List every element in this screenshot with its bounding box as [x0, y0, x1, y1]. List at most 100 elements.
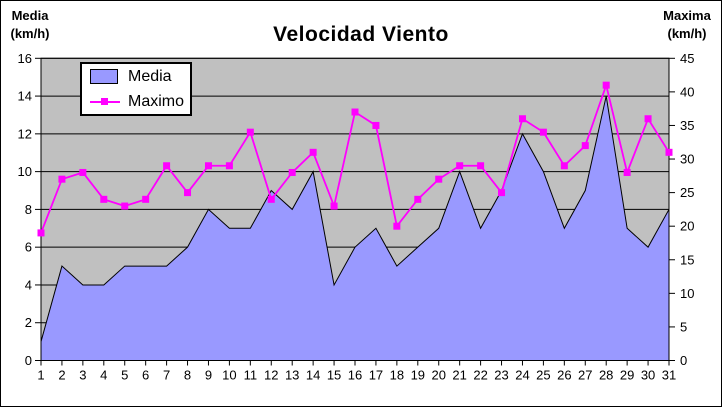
left-axis-tick-label: 16: [18, 51, 32, 66]
right-axis-tick-label: 45: [680, 51, 694, 66]
left-axis: 0 2 4 6 8 10 12 14 16: [18, 51, 41, 368]
maximo-marker: [100, 195, 108, 203]
media-area-swatch-icon: [90, 69, 128, 84]
legend-item-maximo: Maximo: [90, 92, 190, 112]
legend-label-maximo: Maximo: [128, 92, 185, 110]
left-axis-tick-label: 0: [25, 353, 32, 368]
x-axis-tick-label: 1: [37, 368, 44, 383]
maximo-marker: [644, 115, 652, 123]
maximo-marker: [163, 162, 171, 170]
left-axis-tick-label: 6: [25, 240, 32, 255]
x-axis-tick-label: 22: [473, 368, 487, 383]
x-axis-tick-label: 11: [244, 368, 258, 383]
maximo-marker: [246, 128, 254, 136]
maximo-marker: [79, 168, 87, 176]
right-axis-tick-label: 10: [680, 286, 694, 301]
maximo-marker: [225, 162, 233, 170]
x-axis-tick-label: 3: [79, 368, 86, 383]
right-axis-tick-label: 40: [680, 84, 694, 99]
x-axis-tick-label: 5: [121, 368, 128, 383]
x-axis-tick-label: 30: [641, 368, 655, 383]
x-axis-tick-label: 16: [348, 368, 362, 383]
left-axis-tick-label: 8: [25, 202, 32, 217]
x-axis-tick-label: 13: [285, 368, 299, 383]
x-axis-tick-label: 21: [452, 368, 466, 383]
x-axis-tick-label: 17: [369, 368, 383, 383]
left-axis-tick-label: 10: [18, 164, 32, 179]
media-area-series: [40, 95, 670, 361]
maximo-marker: [539, 128, 547, 136]
right-axis-title-line1: Maxima: [663, 8, 711, 23]
right-axis-tick-label: 20: [680, 219, 694, 234]
maximo-marker: [58, 175, 66, 183]
left-axis-tick-label: 2: [25, 315, 32, 330]
maximo-marker: [602, 81, 610, 89]
x-axis-tick-label: 29: [620, 368, 634, 383]
x-axis-tick-label: 10: [222, 368, 236, 383]
left-axis-title: Media (km/h): [4, 7, 56, 42]
right-axis: 0 5 10 15 20 25 30 35 40 45: [669, 51, 694, 368]
left-axis-tick-label: 14: [18, 89, 32, 104]
maximo-marker: [121, 202, 129, 210]
maximo-marker: [204, 162, 212, 170]
x-axis-tick-label: 15: [327, 368, 341, 383]
maximo-marker: [435, 175, 443, 183]
x-axis: 1 2 3 4 5 6 7 8 9 10 11 12 13 14 15 16 17 18 19 20 21 22 23 24 2…: [37, 360, 676, 383]
right-axis-tick-label: 0: [680, 353, 687, 368]
maximo-marker: [142, 195, 150, 203]
maximo-marker: [184, 189, 192, 197]
maximo-marker: [267, 195, 275, 203]
maximo-marker: [309, 148, 317, 156]
legend-label-media: Media: [128, 67, 172, 85]
right-axis-tick-label: 30: [680, 152, 694, 167]
x-axis-tick-label: 27: [578, 368, 592, 383]
chart-title: Velocidad Viento: [273, 23, 449, 46]
maximo-marker: [498, 189, 506, 197]
x-axis-tick-label: 8: [184, 368, 191, 383]
maximo-marker: [623, 168, 631, 176]
x-axis-tick-label: 31: [662, 368, 676, 383]
left-axis-title-line2: (km/h): [10, 25, 50, 41]
x-axis-tick-label: 12: [264, 368, 278, 383]
maximo-marker: [37, 229, 45, 237]
maximo-marker: [414, 195, 422, 203]
x-axis-tick-label: 6: [142, 368, 149, 383]
x-axis-tick-label: 18: [390, 368, 404, 383]
maximo-marker: [477, 162, 485, 170]
legend: Media Maximo: [80, 62, 192, 116]
maximo-marker: [393, 222, 401, 230]
maximo-marker: [581, 142, 589, 150]
x-axis-tick-label: 25: [536, 368, 550, 383]
left-axis-tick-label: 4: [25, 277, 32, 292]
maximo-marker: [518, 115, 526, 123]
maximo-marker: [372, 121, 380, 129]
right-axis-tick-label: 5: [680, 319, 687, 334]
right-axis-tick-label: 25: [680, 185, 694, 200]
legend-item-media: Media: [90, 67, 190, 87]
maximo-marker: [665, 148, 673, 156]
x-axis-tick-label: 14: [306, 368, 320, 383]
left-axis-tick-label: 12: [18, 126, 32, 141]
right-axis-tick-label: 15: [680, 252, 694, 267]
x-axis-tick-label: 9: [205, 368, 212, 383]
maximo-marker: [351, 108, 359, 116]
right-axis-title: Maxima (km/h): [656, 7, 718, 42]
x-axis-tick-label: 20: [431, 368, 445, 383]
x-axis-tick-label: 24: [515, 368, 529, 383]
x-axis-tick-label: 4: [100, 368, 107, 383]
x-axis-tick-label: 19: [411, 368, 425, 383]
maximo-line-swatch-icon: [90, 98, 128, 105]
x-axis-tick-label: 2: [58, 368, 65, 383]
x-axis-tick-label: 28: [599, 368, 613, 383]
right-axis-tick-label: 35: [680, 118, 694, 133]
x-axis-tick-label: 7: [163, 368, 170, 383]
maximo-marker: [560, 162, 568, 170]
x-axis-tick-label: 26: [557, 368, 571, 383]
x-axis-tick-label: 23: [494, 368, 508, 383]
maximo-marker: [288, 168, 296, 176]
maximo-marker: [330, 202, 338, 210]
left-axis-title-line1: Media: [11, 8, 49, 23]
right-axis-title-line2: (km/h): [667, 25, 707, 41]
